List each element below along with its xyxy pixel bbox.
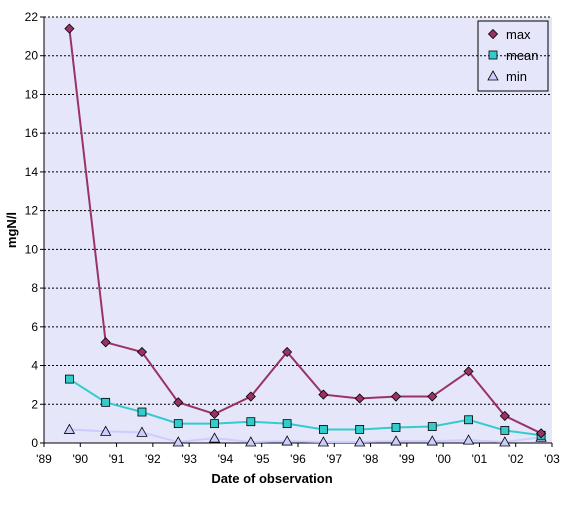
data-point-min — [426, 435, 438, 446]
y-tick-label: 4 — [31, 359, 38, 373]
data-point-min — [499, 436, 511, 447]
series-line-max — [68, 28, 542, 435]
data-point-mean — [65, 374, 74, 384]
data-point-min — [208, 432, 221, 443]
y-tick-label: 10 — [25, 242, 39, 256]
data-point-max — [463, 366, 474, 377]
y-tick-label: 14 — [25, 165, 39, 179]
legend-label-min: min — [506, 69, 527, 84]
data-point-mean — [137, 407, 147, 417]
data-point-max — [536, 428, 547, 439]
data-point-mean — [173, 419, 183, 429]
data-point-max — [282, 346, 293, 358]
y-tick-label: 20 — [25, 49, 39, 63]
y-tick-label: 18 — [25, 87, 39, 101]
data-point-mean — [246, 417, 256, 427]
y-axis-title: mgN/l — [4, 212, 19, 248]
series-max — [64, 23, 547, 439]
data-point-max — [427, 391, 438, 402]
data-point-min — [136, 426, 148, 437]
data-point-min — [100, 425, 112, 436]
y-tick-label: 6 — [31, 320, 38, 334]
series-line-min — [69, 428, 542, 444]
data-point-min — [354, 436, 366, 447]
data-point-min — [245, 436, 257, 447]
data-point-min — [462, 434, 475, 445]
data-point-max — [173, 397, 184, 408]
x-tick-label: '96 — [290, 452, 306, 466]
series-line-mean — [68, 378, 542, 437]
x-tick-label: '92 — [145, 452, 161, 466]
series-mean — [65, 374, 546, 440]
data-point-mean — [210, 419, 219, 429]
data-point-max — [136, 346, 148, 358]
data-point-min — [317, 436, 330, 447]
series-min — [63, 423, 547, 447]
y-axis-tick-labels: 0 2 4 6 8 10 12 14 16 18 20 22 — [25, 10, 39, 450]
data-point-min — [172, 436, 184, 447]
legend-marker-max — [487, 28, 499, 40]
x-tick-label: '01 — [472, 452, 488, 466]
data-point-mean — [464, 415, 473, 425]
x-tick-label: '90 — [72, 452, 88, 466]
data-point-max — [354, 393, 365, 404]
legend-label-mean: mean — [506, 48, 539, 63]
x-tick-label: '93 — [181, 452, 197, 466]
series-layer — [63, 23, 547, 447]
data-point-max — [499, 410, 510, 421]
data-point-mean — [282, 419, 292, 429]
legend-marker-min — [487, 70, 499, 81]
data-point-min — [63, 423, 76, 434]
x-axis-title: Date of observation — [211, 471, 332, 486]
data-point-min — [281, 435, 293, 446]
legend-label-max: max — [506, 27, 531, 42]
data-point-max — [390, 391, 402, 402]
legend: max mean min — [477, 20, 549, 92]
data-point-min — [390, 435, 402, 446]
y-tick-label: 22 — [25, 10, 39, 24]
data-point-mean — [355, 425, 365, 434]
data-point-mean — [318, 425, 328, 434]
data-point-mean — [500, 426, 510, 435]
data-point-mean — [101, 397, 111, 407]
x-tick-label: '02 — [508, 452, 524, 466]
data-point-max — [100, 337, 111, 348]
data-point-max — [64, 23, 75, 34]
x-tick-label: '95 — [254, 452, 270, 466]
y-tick-label: 12 — [25, 204, 39, 218]
x-tick-label: '99 — [399, 452, 415, 466]
y-tick-label: 2 — [31, 397, 38, 411]
x-tick-label: '89 — [36, 452, 52, 466]
data-point-max — [245, 391, 256, 402]
y-tick-label: 0 — [31, 436, 38, 450]
x-tick-label: '97 — [326, 452, 342, 466]
x-tick-label: '94 — [218, 452, 234, 466]
x-tick-label: '91 — [109, 452, 125, 466]
legend-marker-mean — [488, 50, 498, 60]
legend-box — [477, 20, 549, 92]
x-tick-label: '98 — [363, 452, 379, 466]
x-tick-label: '00 — [435, 452, 451, 466]
y-tick-label: 16 — [25, 126, 39, 140]
data-point-max — [209, 408, 220, 420]
x-axis-tick-labels: '89 '90 '91 '92 '93 '94 '95 '96 '97 '98 '99 '00 '01 '… — [36, 452, 560, 466]
data-point-max — [318, 389, 329, 400]
x-tick-label: '03 — [544, 452, 560, 466]
y-tick-label: 8 — [31, 281, 38, 295]
data-point-mean — [427, 422, 437, 431]
data-point-mean — [391, 423, 401, 432]
legend-entries: max mean min — [487, 27, 539, 84]
